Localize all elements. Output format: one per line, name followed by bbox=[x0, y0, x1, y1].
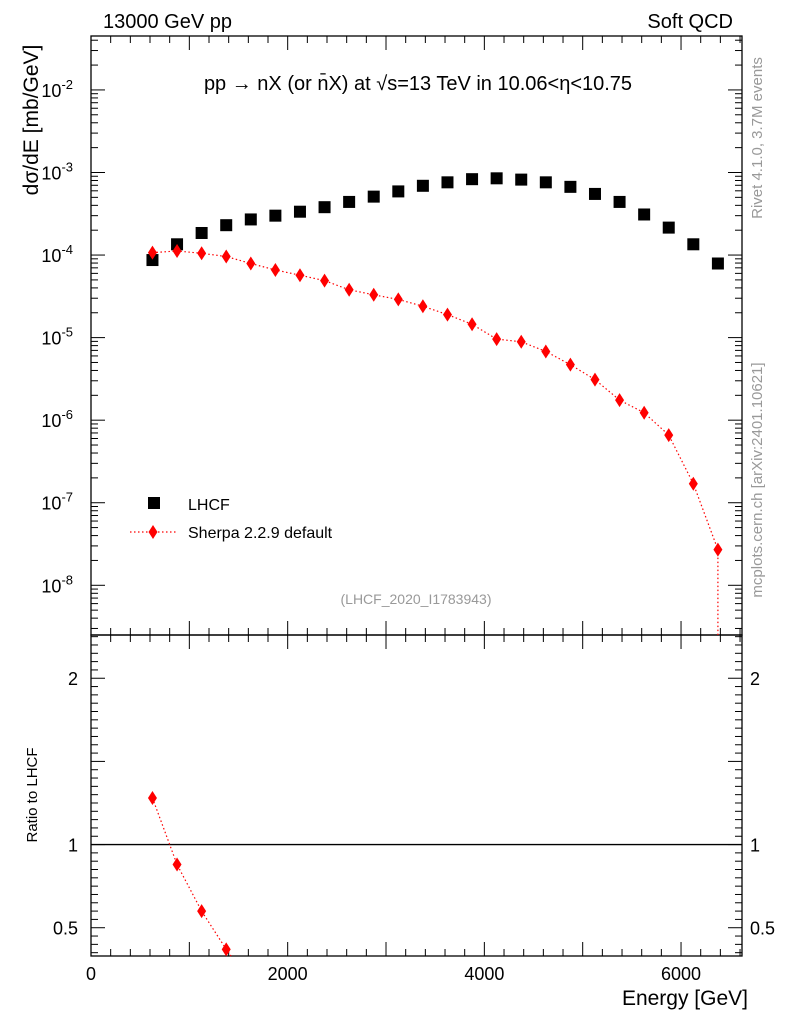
x-tick-label: 2000 bbox=[268, 964, 308, 984]
lhcf-data-point bbox=[269, 209, 282, 222]
lhcf-data-point bbox=[539, 176, 552, 189]
lhcf-data-point bbox=[613, 195, 626, 208]
lhcf-data-point bbox=[318, 201, 331, 214]
lhcf-data-point bbox=[343, 195, 356, 208]
sherpa-data-point bbox=[492, 332, 502, 347]
lhcf-data-point bbox=[490, 172, 503, 185]
y-tick-label: 10-4 bbox=[41, 242, 73, 266]
sherpa-data-point bbox=[688, 476, 698, 491]
ratio-tick-label: 2 bbox=[750, 669, 760, 689]
ratio-tick-label: 2 bbox=[68, 669, 78, 689]
ratio-y-axis-label: Ratio to LHCF bbox=[24, 747, 41, 842]
y-tick-label: 10-3 bbox=[41, 159, 73, 183]
header-left: 13000 GeV pp bbox=[103, 11, 232, 33]
sherpa-data-point bbox=[147, 245, 157, 260]
sherpa-data-point bbox=[713, 542, 723, 557]
y-axis-label: dσ/dE [mb/GeV] bbox=[20, 45, 43, 196]
sherpa-data-point bbox=[369, 287, 379, 302]
y-tick-label: 10-7 bbox=[41, 490, 73, 514]
sherpa-data-point bbox=[270, 262, 280, 277]
sherpa-data-point bbox=[295, 268, 305, 283]
lhcf-data-point bbox=[220, 219, 233, 232]
ratio-plot-frame bbox=[90, 634, 743, 957]
header-right: Soft QCD bbox=[647, 11, 733, 33]
rivet-version-label: Rivet 4.1.0, 3.7M events bbox=[749, 57, 766, 219]
sherpa-data-point bbox=[541, 344, 551, 359]
legend-sherpa-label: Sherpa 2.2.9 default bbox=[188, 525, 333, 542]
legend-lhcf-label: LHCF bbox=[188, 497, 230, 514]
y-tick-label: 10-6 bbox=[41, 407, 73, 431]
sherpa-data-point bbox=[344, 282, 354, 297]
sherpa-series-line bbox=[152, 250, 719, 550]
lhcf-data-point bbox=[711, 257, 724, 270]
lhcf-data-point bbox=[392, 185, 405, 198]
sherpa-data-point bbox=[516, 334, 526, 349]
ratio-data-point bbox=[147, 790, 157, 805]
sherpa-data-point bbox=[246, 256, 256, 271]
x-axis-label: Energy [GeV] bbox=[622, 987, 748, 1010]
sherpa-data-point bbox=[467, 317, 477, 332]
lhcf-data-point bbox=[466, 173, 479, 186]
legend-sherpa-marker bbox=[148, 525, 158, 539]
ratio-tick-label: 1 bbox=[750, 836, 760, 856]
sherpa-data-point bbox=[664, 428, 674, 443]
sherpa-data-point bbox=[565, 357, 575, 372]
lhcf-data-point bbox=[515, 173, 528, 186]
y-tick-label: 10-2 bbox=[41, 77, 73, 101]
lhcf-data-point bbox=[687, 238, 700, 251]
ratio-tick-label: 0.5 bbox=[750, 919, 775, 939]
lhcf-data-point bbox=[441, 176, 454, 189]
legend: LHCF Sherpa 2.2.9 default bbox=[130, 497, 333, 542]
lhcf-data-point bbox=[367, 190, 380, 203]
sherpa-data-point bbox=[590, 372, 600, 387]
lhcf-data-point bbox=[588, 187, 601, 200]
sherpa-data-point bbox=[418, 299, 428, 314]
analysis-id: (LHCF_2020_I1783943) bbox=[341, 591, 492, 607]
lhcf-data-point bbox=[293, 205, 306, 218]
ratio-data-point bbox=[221, 942, 231, 957]
ratio-tick-label: 1 bbox=[68, 836, 78, 856]
x-tick-label: 4000 bbox=[464, 964, 504, 984]
ratio-data-point bbox=[197, 904, 207, 919]
legend-lhcf-marker bbox=[148, 497, 160, 509]
lhcf-data-point bbox=[662, 221, 675, 234]
lhcf-data-point bbox=[244, 213, 257, 226]
lhcf-data-point bbox=[416, 179, 429, 192]
sherpa-data-point bbox=[172, 243, 182, 258]
x-tick-label: 6000 bbox=[661, 964, 701, 984]
sherpa-data-point bbox=[393, 292, 403, 307]
ratio-data-point bbox=[172, 857, 182, 872]
ratio-tick-label: 0.5 bbox=[53, 919, 78, 939]
sherpa-data-point bbox=[221, 249, 231, 264]
x-tick-label: 0 bbox=[86, 964, 96, 984]
lhcf-data-point bbox=[638, 208, 651, 221]
main-plot-frame bbox=[90, 35, 743, 636]
chart-title: pp → nX (or n̄X) at √s=13 TeV in 10.06<η… bbox=[204, 72, 632, 95]
sherpa-data-point bbox=[320, 273, 330, 288]
lhcf-data-point bbox=[146, 254, 159, 267]
sherpa-data-point bbox=[442, 307, 452, 322]
mcplots-source-label: mcplots.cern.ch [arXiv:2401.10621] bbox=[749, 362, 766, 597]
sherpa-data-point bbox=[639, 405, 649, 420]
sherpa-data-point bbox=[197, 246, 207, 261]
y-tick-label: 10-5 bbox=[41, 325, 73, 349]
sherpa-data-point bbox=[615, 393, 625, 408]
y-tick-label: 10-8 bbox=[41, 572, 73, 596]
ratio-series-line bbox=[151, 797, 232, 957]
lhcf-data-point bbox=[195, 226, 208, 239]
lhcf-data-point bbox=[564, 180, 577, 193]
